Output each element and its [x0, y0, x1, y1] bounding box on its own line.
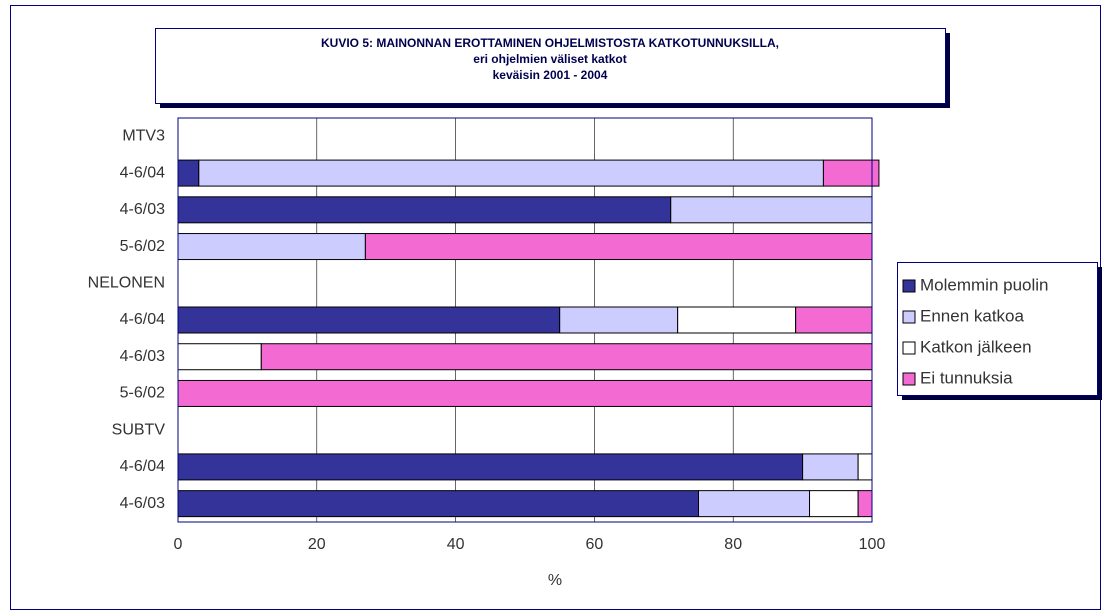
x-tick-label: 100 [859, 536, 886, 553]
title: KUVIO 5: MAINONNAN EROTTAMINEN OHJELMIST… [321, 36, 779, 82]
y-tick-label: 4-6/04 [120, 311, 165, 328]
y-tick-label: 5-6/02 [120, 238, 165, 255]
x-tick-label: 60 [586, 536, 604, 553]
bar-segment [177, 379, 873, 407]
bar-segment [795, 306, 873, 334]
legend-label: Ei tunnuksia [920, 368, 1013, 387]
bar-segment [698, 490, 811, 518]
bar-segment [198, 159, 824, 187]
bar-segment [364, 233, 873, 261]
y-tick-label: 4-6/03 [120, 495, 165, 512]
y-tick-label: SUBTV [112, 421, 166, 438]
plot-border [177, 117, 873, 523]
y-tick-label: MTV3 [122, 128, 165, 145]
title-line: keväisin 2001 - 2004 [493, 68, 608, 82]
title-box [155, 28, 946, 104]
bar-segment [177, 453, 804, 481]
bar-segment [177, 306, 561, 334]
bar-segment [177, 233, 366, 261]
x-tick-label: 0 [174, 536, 183, 553]
y-tick-label: 4-6/04 [120, 458, 165, 475]
y-tick-label: NELONEN [88, 274, 165, 291]
legend-swatch [902, 279, 916, 293]
bar-segment [177, 196, 672, 224]
bar-segment [857, 490, 873, 518]
bar-segment [177, 490, 699, 518]
y-tick-label: 4-6/03 [120, 348, 165, 365]
y-tick-label: 5-6/02 [120, 385, 165, 402]
bar-segment [177, 343, 262, 371]
bar-segment [822, 159, 880, 187]
legend-label: Katkon jälkeen [920, 337, 1032, 356]
bar-segment [177, 159, 200, 187]
x-tick-label: 40 [447, 536, 465, 553]
title-line: eri ohjelmien väliset katkot [473, 52, 626, 66]
bar-segment [559, 306, 679, 334]
x-axis-label: % [548, 572, 562, 589]
y-tick-label: 4-6/03 [120, 201, 165, 218]
x-tick-label: 20 [308, 536, 326, 553]
legend-label: Molemmin puolin [920, 275, 1049, 294]
legend-box [897, 262, 1098, 396]
title-line: KUVIO 5: MAINONNAN EROTTAMINEN OHJELMIST… [321, 36, 779, 50]
y-tick-label: 4-6/04 [120, 164, 165, 181]
legend-swatch [902, 310, 916, 324]
x-tick-label: 80 [724, 536, 742, 553]
legend-swatch [902, 372, 916, 386]
bar-segment [809, 490, 859, 518]
legend-swatch [902, 341, 916, 355]
bar-segment [260, 343, 873, 371]
legend-label: Ennen katkoa [920, 306, 1025, 325]
bar-segment [802, 453, 859, 481]
bar-segment [670, 196, 873, 224]
bar-segment [677, 306, 797, 334]
bar-segment [857, 453, 873, 481]
